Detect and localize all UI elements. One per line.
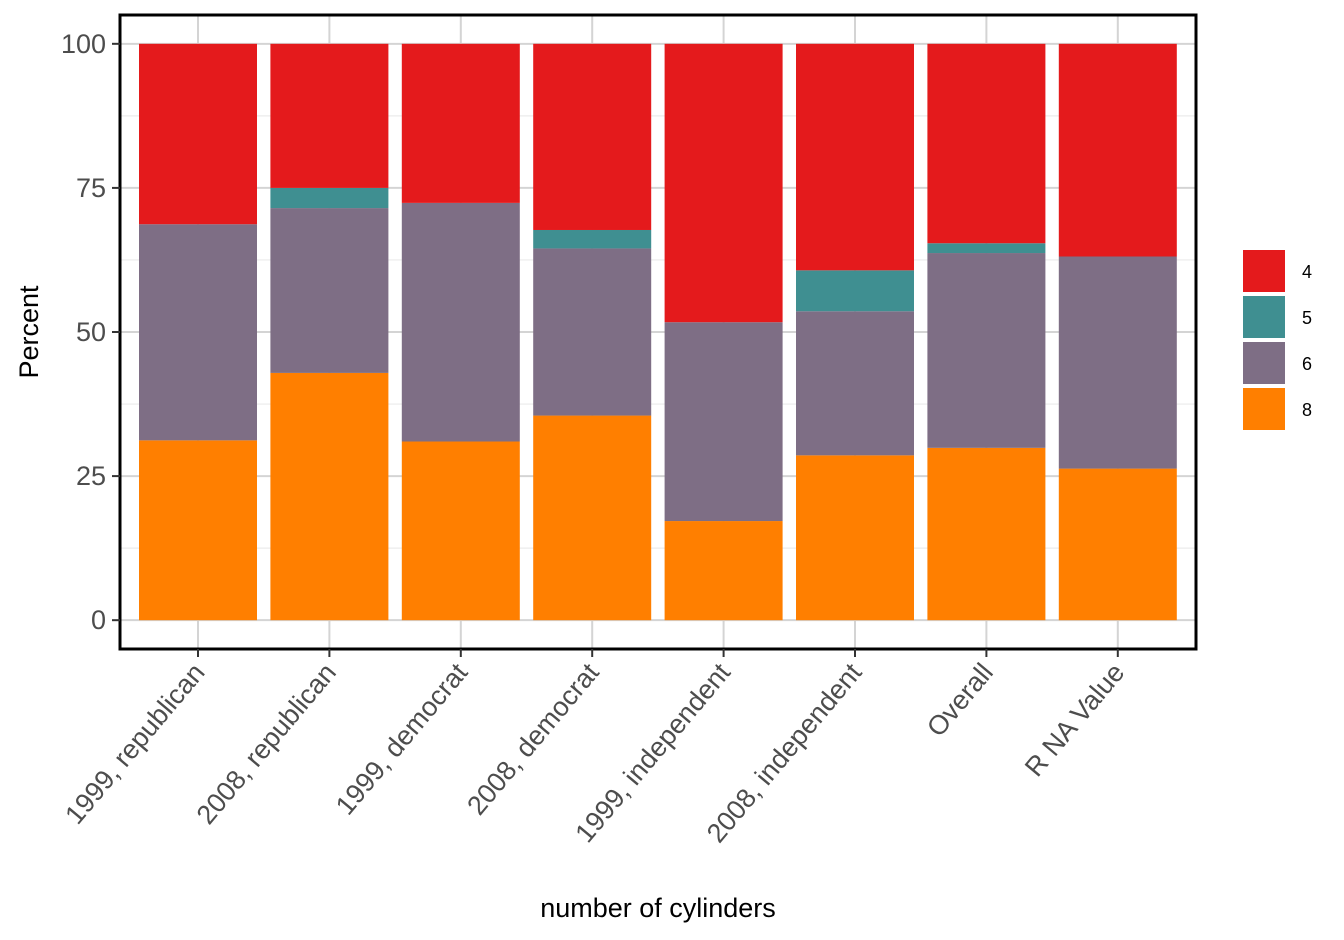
bar-segment <box>664 521 783 621</box>
bar-segment <box>927 43 1046 244</box>
bar-segment <box>401 202 520 442</box>
bar-segment <box>796 311 914 456</box>
bar-segment <box>533 229 652 249</box>
bar-segment <box>796 270 914 312</box>
x-tick-label: Overall <box>921 658 999 743</box>
legend-label: 5 <box>1302 308 1312 328</box>
bar-segment <box>796 455 914 621</box>
legend-label: 8 <box>1302 400 1312 420</box>
bar-segment <box>533 415 652 621</box>
legend-key <box>1241 340 1287 386</box>
bars <box>139 43 1177 621</box>
bar-segment <box>927 253 1046 448</box>
bar-segment <box>796 43 914 271</box>
x-tick-label: 2008, republican <box>191 658 342 830</box>
x-tick-label: 2008, democrat <box>461 657 605 820</box>
bar-segment <box>270 208 389 373</box>
bar-segment <box>533 248 652 416</box>
legend-label: 6 <box>1302 354 1312 374</box>
x-tick-label: R NA Value <box>1019 658 1130 783</box>
x-tick-label: 1999, republican <box>59 658 210 830</box>
bar-segment <box>139 43 257 225</box>
y-tick-label: 75 <box>76 173 106 203</box>
y-tick-label: 25 <box>76 461 106 491</box>
y-tick-label: 0 <box>91 605 106 635</box>
legend-key <box>1241 294 1287 340</box>
bar-segment <box>927 447 1046 621</box>
bar-segment <box>270 372 389 621</box>
legend-label: 4 <box>1302 262 1312 282</box>
bar-segment <box>1058 43 1177 257</box>
legend: 4 5 6 8 <box>1241 248 1312 432</box>
legend-key <box>1241 248 1287 294</box>
bar-segment <box>401 43 520 203</box>
bar-segment <box>139 440 257 621</box>
bar-segment <box>270 43 389 188</box>
bar-segment <box>533 43 652 230</box>
legend-key <box>1241 386 1287 432</box>
bar-segment <box>401 441 520 621</box>
y-tick-label: 100 <box>61 29 106 59</box>
bar-segment <box>1058 468 1177 621</box>
bar-segment <box>664 322 783 522</box>
y-tick-label: 50 <box>76 317 106 347</box>
bar-segment <box>664 43 783 323</box>
bar-segment <box>139 224 257 441</box>
bar-segment <box>1058 256 1177 469</box>
x-tick-label: 1999, democrat <box>330 657 474 820</box>
x-axis-title: number of cylinders <box>540 893 776 923</box>
bar-segment <box>927 243 1046 254</box>
bar-segment <box>270 187 389 209</box>
y-axis: 0 25 50 75 100 <box>61 29 120 635</box>
y-axis-title: Percent <box>14 285 44 379</box>
